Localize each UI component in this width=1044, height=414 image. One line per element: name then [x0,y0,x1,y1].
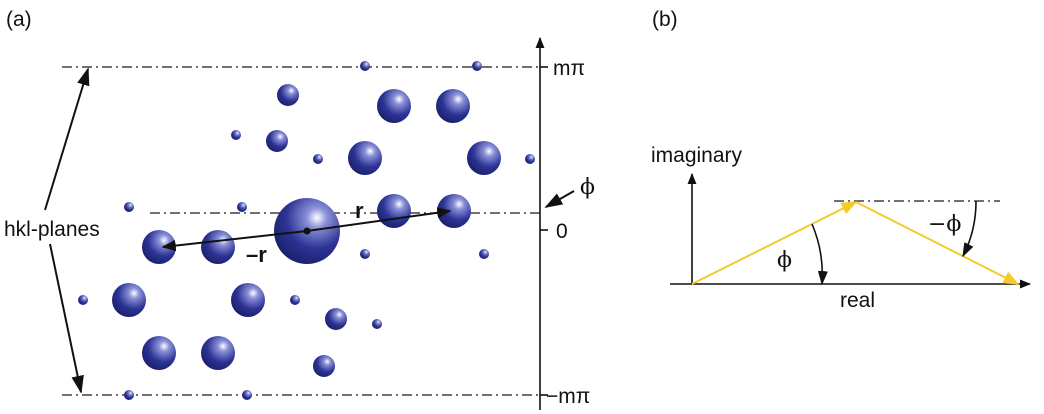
atom [242,390,252,400]
real-axis-label: real [840,289,875,312]
phasor-phi-arrow [691,201,858,285]
atom [290,295,300,305]
atom [142,230,176,264]
panel-b-label: (b) [652,8,678,31]
angle-phi-label: ϕ [777,248,792,273]
atom [231,130,241,140]
atom [467,141,501,175]
angle-neg-phi-label: −ϕ [928,212,961,237]
atom [360,249,370,259]
axis-label-zero: 0 [556,220,568,243]
atom [437,194,471,228]
phase-pointer-arrow [544,190,575,208]
atom [231,283,265,317]
phase-label: ϕ [580,175,595,200]
atom [112,283,146,317]
hkl-arrow-top [44,67,90,211]
vector-neg-r-label: –r [246,242,267,267]
vector-r-label: r [355,198,364,223]
angle-neg-phi-arc [962,200,977,258]
atom [201,336,235,370]
atom [479,249,489,259]
hkl-planes-label: hkl-planes [4,218,100,241]
atom [525,154,535,164]
axis-label-top: mπ [553,57,585,80]
axis-label-bottom: −mπ [546,385,590,408]
origin-dot [303,227,311,235]
atom [472,61,482,71]
atom [313,355,335,377]
atom [377,89,411,123]
atom [360,61,370,71]
atom [372,319,382,329]
atom [377,194,411,228]
atom [237,202,247,212]
panel-a-label: (a) [6,8,32,31]
vector-r-arrow [306,207,452,232]
atom [277,84,299,106]
vector-neg-r-arrow [161,230,308,252]
panel-a: (a) mπ 0 −mπ ϕ hkl-planes [4,8,595,410]
atom [124,390,134,400]
atom [78,295,88,305]
atom [313,154,323,164]
atom [266,130,288,152]
atom [436,89,470,123]
atom [142,336,176,370]
panel-b: (b) imaginary real ϕ −ϕ [651,8,1032,312]
imaginary-axis-label: imaginary [651,144,743,167]
atom [348,141,382,175]
atom [201,230,235,264]
phasor-neg-phi-arrow [855,201,1020,285]
atom [124,202,134,212]
atom [325,308,347,330]
hkl-arrow-bottom [49,243,84,394]
angle-phi-arc [811,223,828,286]
